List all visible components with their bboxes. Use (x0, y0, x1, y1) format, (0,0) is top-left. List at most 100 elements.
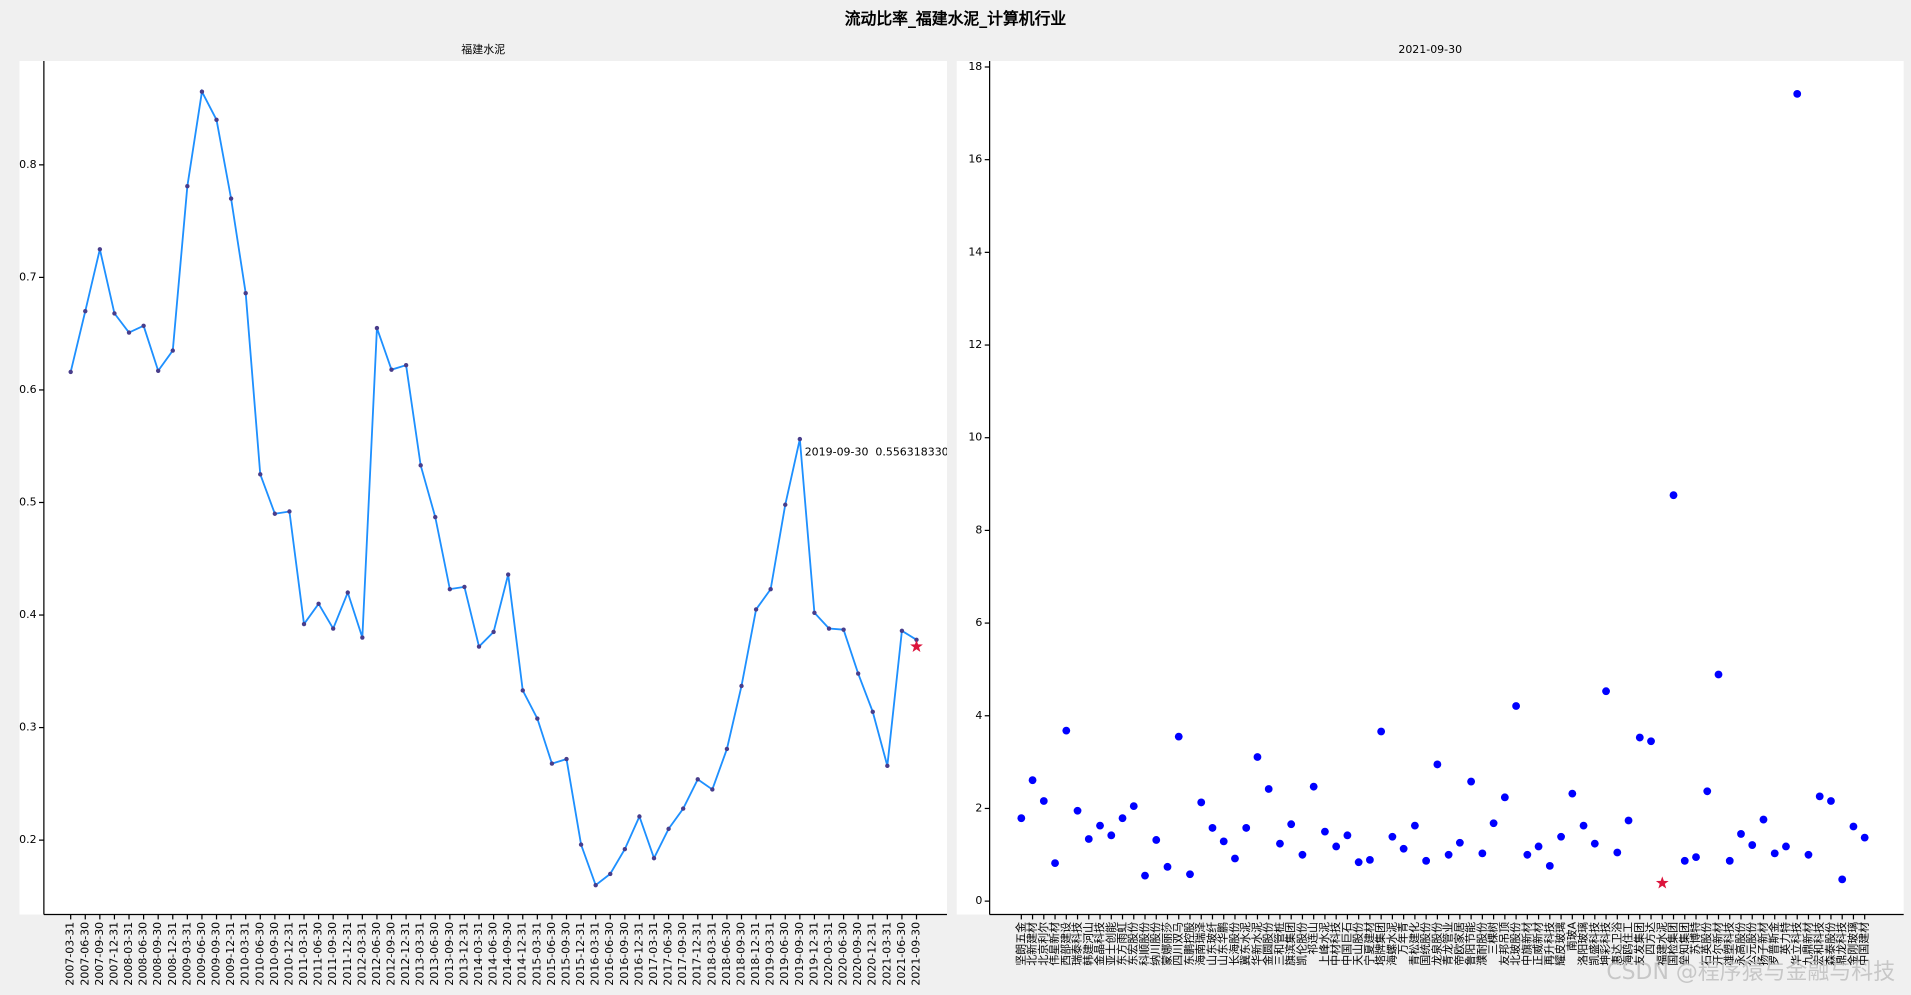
point (301, 621, 307, 627)
point (1624, 816, 1633, 825)
x-tick-label: 2008-09-30 (151, 922, 164, 986)
point (1489, 819, 1498, 828)
x-tick-label: 2016-12-31 (632, 922, 645, 986)
point (1782, 842, 1790, 851)
point (1422, 856, 1431, 865)
point (535, 716, 540, 721)
point (185, 184, 190, 189)
point (1219, 837, 1228, 846)
x-tick-label: 亚士创能 (1103, 922, 1117, 966)
point (651, 855, 657, 861)
x-tick-label: 友邦吊顶 (1497, 922, 1511, 966)
point (1680, 856, 1689, 865)
plot-background (19, 60, 947, 915)
point (1725, 856, 1734, 865)
annotation-y: 0.5563183309 (875, 446, 955, 459)
point (1399, 844, 1408, 853)
point (753, 607, 759, 612)
x-tick-label: 四方达 (1643, 922, 1657, 955)
point (1163, 862, 1172, 871)
x-tick-label: 四川双马 (1172, 922, 1185, 966)
point (768, 586, 773, 592)
x-tick-label: 2010-06-30 (253, 922, 266, 986)
x-tick-label: 2016-03-31 (589, 922, 602, 986)
x-tick-label: 森泰股份 (1823, 922, 1837, 966)
x-tick-label: 2014-03-31 (472, 922, 485, 986)
point (505, 572, 511, 577)
point (1759, 815, 1768, 824)
x-tick-label: 鲁阳节能 (1463, 922, 1477, 966)
point (287, 509, 292, 514)
point (549, 761, 555, 766)
point (316, 601, 321, 606)
x-tick-label: 2009-12-31 (224, 922, 237, 986)
x-tick-label: 北新建材 (1025, 922, 1039, 966)
y-tick-label: 8 (975, 523, 982, 536)
point (1242, 824, 1251, 832)
x-tick-label: 2016-09-30 (618, 922, 631, 986)
x-tick-label: 苏博特 (1688, 922, 1702, 955)
x-tick-label: 罗普斯金 (1767, 922, 1781, 966)
x-tick-label: 2019-09-30 (793, 922, 806, 986)
x-tick-label: 西部建设 (1058, 922, 1072, 966)
x-tick-label: 2021-09-30 (910, 922, 923, 986)
point (83, 308, 88, 314)
x-tick-label: 2017-03-31 (647, 922, 660, 986)
x-tick-label: 耀皮玻璃 (1553, 922, 1567, 966)
point (330, 626, 336, 631)
y-tick-label: 4 (975, 709, 982, 722)
point (258, 472, 263, 477)
x-tick-label: 2019-03-31 (764, 922, 777, 986)
point (1107, 831, 1116, 840)
point (1635, 733, 1644, 742)
point (1579, 821, 1588, 830)
point (1152, 836, 1161, 844)
x-tick-label: 开尔新材 (1711, 922, 1725, 966)
point (1467, 777, 1476, 786)
point (855, 671, 861, 676)
point (1410, 821, 1419, 830)
point (491, 629, 496, 635)
x-tick-label: 东方雨虹 (1115, 922, 1129, 966)
point (695, 777, 700, 782)
y-tick-label: 2 (975, 801, 982, 814)
point (1849, 822, 1858, 831)
x-tick-label: 2017-06-30 (662, 922, 675, 986)
point (1602, 687, 1610, 696)
y-tick-label: 0.6 (19, 383, 36, 396)
x-tick-label: 公元股份 (1745, 922, 1758, 966)
x-tick-label: 2008-03-31 (122, 922, 135, 986)
x-tick-label: 九鼎新材 (1800, 922, 1814, 966)
figure-title: 流动比率_福建水泥_计算机行业 (845, 9, 1067, 28)
x-tick-label: 2009-06-30 (195, 922, 208, 986)
x-tick-label: 2011-03-31 (297, 922, 310, 986)
point (345, 590, 350, 595)
point (1129, 802, 1138, 811)
point (1017, 814, 1026, 823)
point (1253, 753, 1262, 761)
x-tick-label: 南玻A (1565, 921, 1578, 951)
x-tick-label: 华立科技 (1789, 922, 1803, 966)
x-tick-label: 2018-09-30 (735, 922, 748, 986)
point (593, 882, 598, 888)
point (1028, 776, 1037, 785)
x-tick-label: 扬子新材 (1755, 922, 1769, 966)
x-tick-label: 2014-06-30 (487, 922, 500, 986)
x-tick-label: 垒知集团 (1677, 922, 1691, 966)
point (126, 330, 132, 335)
point (812, 610, 817, 615)
point (1332, 842, 1341, 851)
point (1647, 737, 1655, 746)
x-tick-label: 2020-06-30 (837, 922, 850, 986)
x-tick-label: 上峰水泥 (1318, 922, 1331, 966)
x-tick-label: 国统股份 (1419, 922, 1432, 966)
point (360, 635, 365, 640)
point (914, 637, 919, 642)
point (1039, 797, 1048, 805)
point (622, 846, 628, 852)
point (1770, 849, 1779, 858)
point (1827, 797, 1835, 805)
x-tick-label: 2018-03-31 (705, 922, 718, 986)
x-tick-label: 宁夏建材 (1362, 922, 1376, 966)
